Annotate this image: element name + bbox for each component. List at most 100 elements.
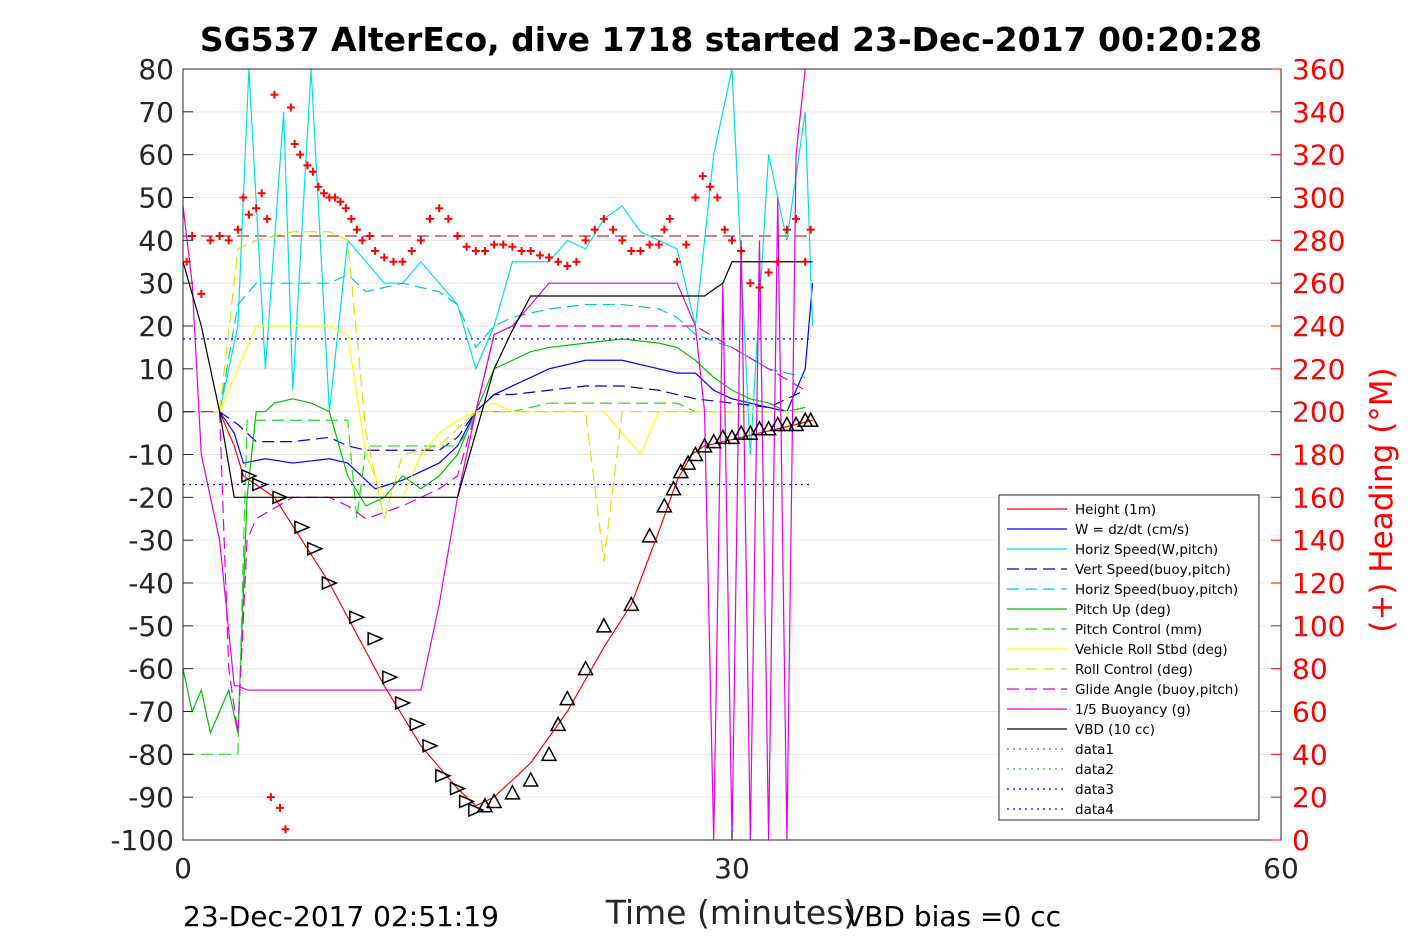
heading-point (636, 247, 645, 256)
heading-point (737, 247, 746, 256)
heading-point (296, 150, 305, 159)
descent-marker (468, 802, 485, 818)
descent-marker (294, 520, 311, 535)
legend-label: VBD (10 cc) (1075, 722, 1155, 738)
ascent-marker (641, 527, 658, 543)
heading-point (462, 242, 471, 251)
y-tick-label: -40 (128, 567, 174, 600)
ascent-marker (540, 745, 558, 762)
heading-point (682, 240, 691, 249)
heading-point (609, 225, 618, 234)
heading-point (713, 193, 722, 202)
heading-point (599, 214, 608, 223)
heading-point (215, 232, 224, 241)
heading-point (389, 257, 398, 266)
legend-label: 1/5 Buoyancy (g) (1075, 702, 1191, 718)
heading-point (618, 236, 627, 245)
ascent-marker (665, 480, 682, 496)
ascent-marker (714, 428, 732, 445)
y-tick-label: -70 (128, 696, 174, 729)
series-line (182, 68, 806, 841)
y-tick-label: -30 (128, 524, 174, 557)
heading-points (182, 90, 815, 834)
right-y-tick-label: 280 (1292, 224, 1345, 257)
heading-point (398, 257, 407, 266)
heading-point (806, 225, 815, 234)
y-tick-label: 30 (138, 267, 174, 300)
heading-point (206, 236, 215, 245)
ascent-marker (679, 454, 697, 470)
heading-point (535, 251, 544, 260)
ascent-marker (687, 445, 704, 462)
heading-point (773, 257, 782, 266)
right-y-tick-label: 260 (1292, 267, 1345, 300)
heading-point (691, 193, 700, 202)
heading-point (286, 103, 295, 112)
descent-marker (458, 794, 476, 809)
heading-point (380, 253, 389, 262)
ascent-marker (802, 411, 819, 427)
heading-point (347, 214, 356, 223)
footer-vbd-bias: VBD bias =0 cc (845, 900, 1061, 933)
series-line (183, 402, 806, 755)
right-y-tick-label: 80 (1292, 653, 1328, 686)
series-line (183, 68, 814, 455)
x-tick-label: 0 (174, 852, 192, 885)
y-tick-label: 60 (138, 139, 174, 172)
right-y-tick-label: 0 (1292, 824, 1310, 857)
y-tick-label: 20 (138, 310, 174, 343)
heading-point (764, 268, 773, 277)
heading-point (720, 225, 729, 234)
right-y-tick-label: 200 (1292, 396, 1345, 429)
right-y-tick-label: 300 (1292, 182, 1345, 215)
footer-date: 23-Dec-2017 02:51:19 (183, 900, 499, 933)
ascent-marker (732, 424, 750, 440)
descent-marker (409, 717, 427, 732)
ascent-marker (778, 415, 796, 432)
ascent-marker (595, 617, 613, 633)
heading-point (673, 257, 682, 266)
heading-point (263, 214, 272, 223)
right-axis-label: (+) Heading (°M) (1364, 367, 1400, 632)
right-y-tick-label: 120 (1292, 567, 1345, 600)
heading-point (319, 189, 328, 198)
y-tick-label: 40 (138, 224, 174, 257)
right-y-tick-label: 20 (1292, 781, 1328, 814)
ascent-marker (559, 690, 576, 706)
descent-marker (307, 541, 324, 556)
x-axis-label: Time (minutes) (605, 893, 857, 932)
heading-point (444, 214, 453, 223)
heading-point (627, 247, 636, 256)
heading-point (480, 247, 489, 256)
series-layer (182, 68, 814, 841)
y-tick-label: -50 (128, 610, 174, 643)
heading-point (746, 279, 755, 288)
descent-marker (349, 610, 366, 625)
legend-label: data2 (1075, 762, 1114, 778)
legend-label: Horiz Speed(buoy,pitch) (1075, 582, 1238, 598)
descent-marker (449, 781, 467, 796)
heading-point (471, 247, 480, 256)
legend-label: data3 (1075, 782, 1114, 798)
legend-label: Vehicle Roll Stbd (deg) (1075, 642, 1228, 658)
legend-label: data1 (1075, 742, 1114, 758)
heading-point (508, 242, 517, 251)
ascent-marker (623, 595, 640, 612)
heading-point (453, 232, 462, 241)
heading-point (336, 197, 345, 206)
heading-point (654, 240, 663, 249)
heading-point (244, 210, 253, 219)
heading-point (590, 225, 599, 234)
heading-point (426, 214, 435, 223)
heading-point (407, 247, 416, 256)
heading-point (314, 182, 323, 191)
descent-marker (321, 575, 339, 591)
series-line (183, 273, 806, 413)
y-tick-label: -80 (128, 738, 174, 771)
right-y-tick-label: 100 (1292, 610, 1345, 643)
heading-point (698, 172, 707, 181)
right-y-tick-label: 360 (1292, 53, 1345, 86)
series-line (182, 261, 813, 498)
heading-point (224, 236, 233, 245)
